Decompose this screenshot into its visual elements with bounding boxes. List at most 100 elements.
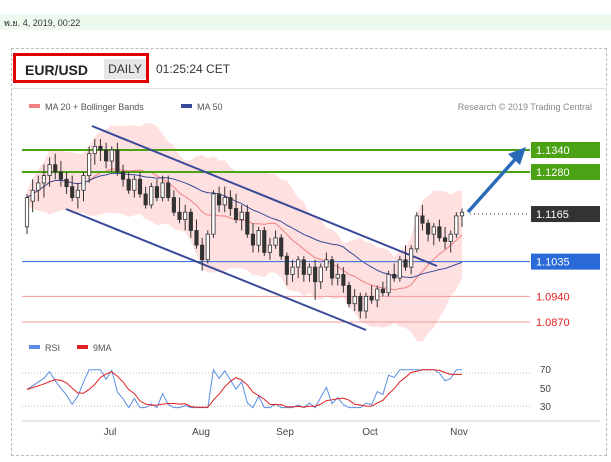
candle-body-36 (228, 197, 233, 209)
rsi-tick-30: 30 (540, 402, 552, 413)
candle-body-11 (87, 153, 92, 177)
timestamp: พ.ย. 4, 2019, 00:22 (4, 18, 81, 28)
ma50-legend: MA 50 (197, 102, 223, 112)
candle-body-62 (375, 288, 380, 301)
candle-body-46 (284, 255, 289, 275)
candle-body-57 (346, 285, 352, 305)
candle-body-53 (324, 259, 329, 268)
level-label-2: 1.1165 (536, 209, 569, 221)
arrow-head (508, 147, 526, 165)
rsi-legend-label: RSI (45, 343, 60, 353)
candle-body-68 (409, 248, 414, 268)
candle-body-29 (188, 211, 193, 231)
candle-body-37 (233, 208, 239, 220)
ma20-legend: MA 20 + Bollinger Bands (45, 102, 144, 112)
candle-body-13 (98, 145, 103, 151)
rsi9-line (26, 369, 462, 408)
credit-text: Research © 2019 Trading Central (458, 102, 592, 112)
rsi9-legend-label: 9MA (93, 343, 112, 353)
channel-lower-line (65, 208, 367, 331)
candle-body-17 (120, 171, 126, 180)
candle-body-27 (177, 211, 182, 220)
candle-body-56 (341, 274, 346, 286)
candle-body-71 (426, 222, 431, 235)
candle-body-72 (431, 226, 436, 235)
level-label-1: 1.1280 (536, 167, 570, 179)
rsi-line (26, 368, 462, 409)
candle-body-50 (307, 266, 312, 275)
bollinger-band (27, 123, 462, 342)
candle-body-4 (47, 164, 52, 177)
candle-body-31 (200, 244, 205, 261)
candle-body-19 (132, 178, 137, 191)
time-label: 01:25:24 CET (156, 62, 231, 76)
level-tag-2 (531, 206, 600, 223)
candle-body-43 (267, 244, 272, 253)
candle-body-59 (358, 295, 363, 312)
x-axis-labels: Jul Aug Sep Oct Nov (104, 427, 468, 438)
projection-arrow (466, 147, 526, 214)
candle-body-2 (36, 182, 41, 191)
pair-label: EUR/USD (25, 62, 89, 78)
ma50-swatch (181, 104, 192, 108)
candle-body-12 (92, 145, 97, 155)
pair-box[interactable]: EUR/USD DAILY (13, 53, 149, 83)
candle-body-32 (205, 233, 210, 261)
chart-legend: MA 20 + Bollinger Bands MA 50 Research ©… (29, 102, 592, 112)
candle-body-3 (41, 175, 47, 184)
candle-body-70 (420, 215, 425, 224)
timestamp-bar: พ.ย. 4, 2019, 00:22 (0, 14, 611, 30)
timeframe-label[interactable]: DAILY (104, 59, 146, 79)
candle-body-7 (64, 178, 69, 187)
x-label-jul: Jul (104, 427, 117, 438)
level-tag-0 (531, 142, 600, 158)
x-label-nov: Nov (450, 427, 468, 438)
rsi-tick-70: 70 (540, 365, 552, 376)
candle-body-21 (143, 193, 148, 206)
candle-body-6 (58, 171, 63, 180)
rsi-lines (26, 368, 462, 409)
candle-body-47 (290, 266, 295, 275)
candle-body-33 (211, 193, 216, 235)
candle-body-8 (70, 186, 75, 198)
candle-body-76 (454, 215, 459, 235)
candle-body-42 (262, 230, 267, 253)
candle-body-18 (126, 178, 131, 191)
level-tags: 1.1340 1.1280 1.1165 1.1035 1.0940 1.0870 (531, 142, 600, 329)
level-tag-3 (531, 253, 600, 270)
candle-body-64 (386, 274, 391, 294)
candle-body-30 (194, 230, 199, 246)
candle-body-22 (149, 186, 154, 206)
level-label-4: 1.0940 (536, 291, 570, 303)
candle-body-0 (24, 197, 30, 228)
trend-channel (65, 125, 438, 331)
candles (24, 139, 465, 319)
level-label-0: 1.1340 (536, 145, 570, 157)
candle-body-38 (239, 211, 244, 220)
candle-body-25 (166, 182, 171, 198)
chart-frame (11, 48, 607, 456)
candle-body-61 (369, 295, 374, 301)
candle-body-67 (403, 259, 408, 268)
candle-body-66 (397, 259, 402, 279)
candle-body-10 (81, 175, 86, 191)
rsi-legend: RSI 9MA (29, 343, 112, 353)
candle-body-69 (414, 215, 419, 250)
candle-body-1 (30, 189, 35, 202)
candle-body-15 (109, 149, 114, 162)
candle-body-49 (301, 259, 306, 275)
candle-body-63 (380, 288, 385, 294)
candle-body-58 (352, 295, 357, 305)
candle-body-5 (53, 164, 58, 173)
candle-body-74 (442, 237, 448, 242)
candle-body-40 (250, 233, 256, 246)
candle-body-51 (313, 266, 318, 283)
candle-body-52 (318, 266, 323, 283)
candle-body-9 (75, 189, 80, 198)
candle-body-28 (183, 211, 188, 220)
candle-body-55 (335, 274, 340, 279)
rsi-tick-50: 50 (540, 384, 552, 395)
x-label-sep: Sep (276, 427, 294, 438)
level-tag-1 (531, 163, 600, 180)
